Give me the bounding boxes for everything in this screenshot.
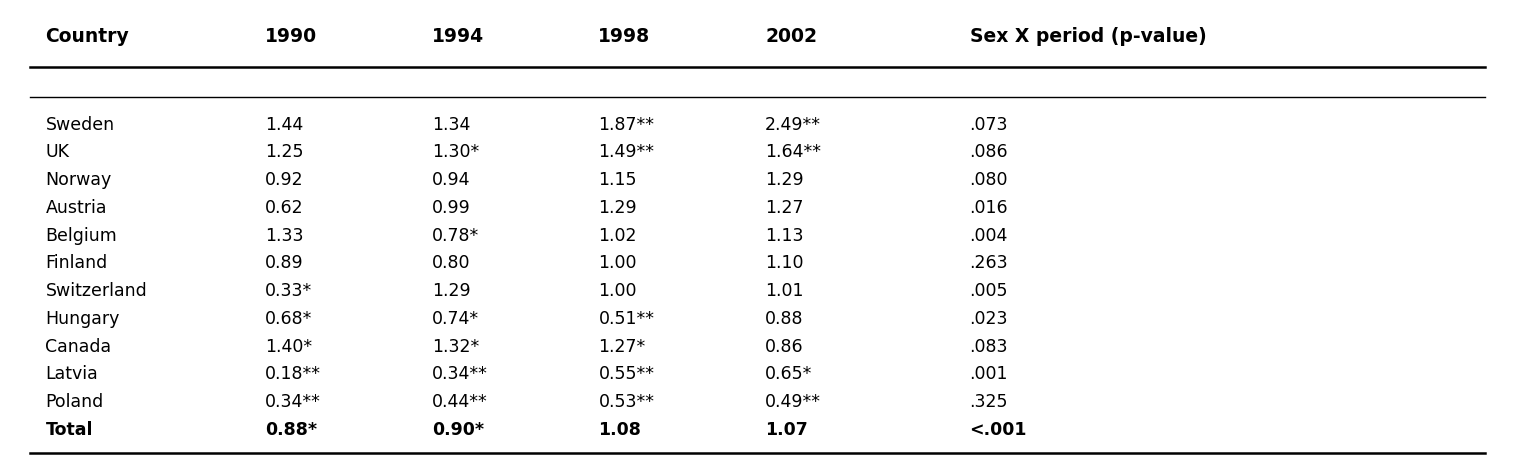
Text: 0.74*: 0.74*	[432, 310, 479, 328]
Text: 1.64**: 1.64**	[765, 144, 821, 161]
Text: 0.53**: 0.53**	[598, 393, 654, 411]
Text: .001: .001	[970, 365, 1007, 383]
Text: Canada: Canada	[45, 338, 112, 355]
Text: Sweden: Sweden	[45, 116, 115, 134]
Text: .080: .080	[970, 171, 1007, 189]
Text: 1.29: 1.29	[765, 171, 803, 189]
Text: 2.49**: 2.49**	[765, 116, 821, 134]
Text: 1.13: 1.13	[765, 227, 803, 244]
Text: Austria: Austria	[45, 199, 108, 217]
Text: 1.25: 1.25	[265, 144, 303, 161]
Text: .325: .325	[970, 393, 1007, 411]
Text: 1.27*: 1.27*	[598, 338, 645, 355]
Text: 1998: 1998	[598, 27, 650, 47]
Text: 0.55**: 0.55**	[598, 365, 654, 383]
Text: 0.68*: 0.68*	[265, 310, 312, 328]
Text: 0.44**: 0.44**	[432, 393, 488, 411]
Text: .023: .023	[970, 310, 1007, 328]
Text: Poland: Poland	[45, 393, 103, 411]
Text: 0.51**: 0.51**	[598, 310, 654, 328]
Text: 1.33: 1.33	[265, 227, 303, 244]
Text: 1.30*: 1.30*	[432, 144, 479, 161]
Text: Hungary: Hungary	[45, 310, 120, 328]
Text: 1994: 1994	[432, 27, 483, 47]
Text: 0.34**: 0.34**	[432, 365, 488, 383]
Text: 0.88*: 0.88*	[265, 421, 317, 438]
Text: Latvia: Latvia	[45, 365, 98, 383]
Text: UK: UK	[45, 144, 70, 161]
Text: .005: .005	[970, 282, 1007, 300]
Text: .004: .004	[970, 227, 1007, 244]
Text: 1.08: 1.08	[598, 421, 641, 438]
Text: 1.02: 1.02	[598, 227, 636, 244]
Text: 1.49**: 1.49**	[598, 144, 654, 161]
Text: 0.65*: 0.65*	[765, 365, 812, 383]
Text: Finland: Finland	[45, 255, 108, 272]
Text: Total: Total	[45, 421, 92, 438]
Text: 1.87**: 1.87**	[598, 116, 654, 134]
Text: 0.89: 0.89	[265, 255, 303, 272]
Text: 0.86: 0.86	[765, 338, 803, 355]
Text: Country: Country	[45, 27, 129, 47]
Text: 1.01: 1.01	[765, 282, 803, 300]
Text: .086: .086	[970, 144, 1007, 161]
Text: .263: .263	[970, 255, 1007, 272]
Text: 1.00: 1.00	[598, 282, 636, 300]
Text: 0.90*: 0.90*	[432, 421, 483, 438]
Text: 1.34: 1.34	[432, 116, 470, 134]
Text: 1.00: 1.00	[598, 255, 636, 272]
Text: 1.29: 1.29	[432, 282, 470, 300]
Text: 0.78*: 0.78*	[432, 227, 479, 244]
Text: .083: .083	[970, 338, 1007, 355]
Text: 0.80: 0.80	[432, 255, 470, 272]
Text: .073: .073	[970, 116, 1007, 134]
Text: Belgium: Belgium	[45, 227, 117, 244]
Text: <.001: <.001	[970, 421, 1027, 438]
Text: 1.27: 1.27	[765, 199, 803, 217]
Text: .016: .016	[970, 199, 1007, 217]
Text: 1.29: 1.29	[598, 199, 636, 217]
Text: 1.15: 1.15	[598, 171, 636, 189]
Text: 0.49**: 0.49**	[765, 393, 821, 411]
Text: 0.34**: 0.34**	[265, 393, 321, 411]
Text: 2002: 2002	[765, 27, 817, 47]
Text: Switzerland: Switzerland	[45, 282, 147, 300]
Text: 1.44: 1.44	[265, 116, 303, 134]
Text: 0.99: 0.99	[432, 199, 471, 217]
Text: 0.18**: 0.18**	[265, 365, 321, 383]
Text: 1990: 1990	[265, 27, 317, 47]
Text: 1.40*: 1.40*	[265, 338, 312, 355]
Text: 0.33*: 0.33*	[265, 282, 312, 300]
Text: 0.88: 0.88	[765, 310, 803, 328]
Text: Norway: Norway	[45, 171, 112, 189]
Text: 1.07: 1.07	[765, 421, 807, 438]
Text: 0.94: 0.94	[432, 171, 470, 189]
Text: 0.62: 0.62	[265, 199, 303, 217]
Text: 0.92: 0.92	[265, 171, 303, 189]
Text: 1.32*: 1.32*	[432, 338, 479, 355]
Text: Sex X period (p-value): Sex X period (p-value)	[970, 27, 1206, 47]
Text: 1.10: 1.10	[765, 255, 803, 272]
